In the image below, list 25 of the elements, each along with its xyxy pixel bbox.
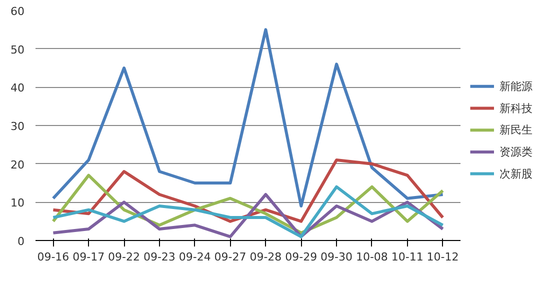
line-series	[52, 28, 444, 208]
x-tick-label: 09-17	[72, 250, 105, 264]
x-tick-label: 10-11	[391, 250, 424, 264]
legend-label: 新能源	[500, 80, 533, 93]
legend-label: 新科技	[500, 102, 533, 115]
y-tick-label: 30	[10, 120, 25, 133]
legend-label: 资源类	[500, 145, 533, 158]
x-tick-label: 09-29	[285, 250, 318, 264]
y-tick-label: 60	[10, 5, 25, 18]
y-tick-label: 0	[18, 235, 24, 248]
x-tick-label: 10-12	[426, 250, 459, 264]
x-tick-label: 09-27	[214, 250, 246, 264]
y-tick-label: 10	[10, 196, 25, 210]
x-tick-label: 09-23	[143, 250, 176, 264]
x-tick-label: 09-24	[178, 250, 211, 264]
y-tick-label: 40	[10, 82, 25, 95]
x-tick-label: 10-08	[356, 250, 388, 264]
x-tick-label: 09-22	[108, 250, 140, 264]
legend-label: 次新股	[500, 167, 533, 180]
x-tick-label: 09-28	[250, 250, 282, 264]
legend-label: 新民生	[500, 124, 533, 137]
x-tick-label: 09-30	[320, 250, 353, 264]
y-tick-label: 50	[10, 43, 25, 56]
y-tick-label: 20	[10, 158, 25, 172]
x-tick-label: 09-16	[37, 250, 70, 264]
